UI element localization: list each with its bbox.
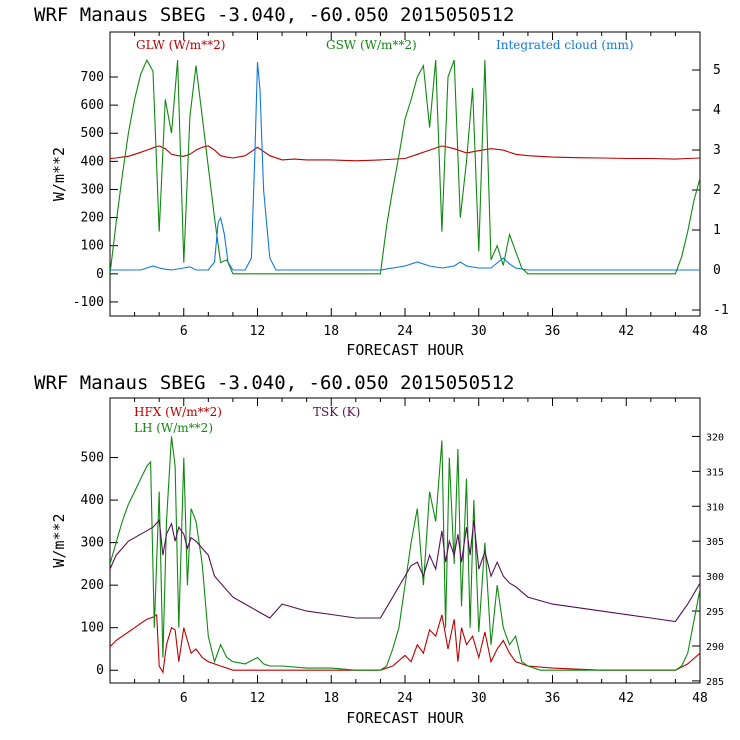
- y-tick-label: 600: [81, 98, 104, 113]
- x-tick-label: 42: [618, 691, 634, 706]
- series-line-lh: [110, 436, 700, 671]
- x-tick-label: 36: [545, 324, 561, 339]
- x-tick-label: 36: [545, 691, 561, 706]
- x-axis-label: FORECAST HOUR: [346, 341, 464, 359]
- y2-tick-label: 4: [713, 103, 721, 118]
- x-tick-label: 48: [692, 324, 708, 339]
- y2-tick-label: 290: [706, 642, 724, 653]
- y-tick-label: 200: [81, 211, 104, 226]
- y-tick-label: 100: [81, 621, 104, 636]
- y-tick-label: 400: [81, 154, 104, 169]
- y2-tick-label: 310: [706, 502, 724, 513]
- x-tick-label: 24: [397, 324, 413, 339]
- y-tick-label: 200: [81, 578, 104, 593]
- y-tick-label: 0: [96, 267, 104, 282]
- legend-entry-integrated: Integrated cloud (mm): [496, 38, 634, 52]
- y2-tick-label: 3: [713, 143, 721, 158]
- series-line-tsk: [110, 518, 700, 623]
- legend-entry-glw: GLW (W/m**2): [136, 38, 225, 52]
- y-tick-label: 400: [81, 493, 104, 508]
- y2-tick-label: 320: [706, 432, 724, 443]
- y-tick-label: 500: [81, 126, 104, 141]
- y2-tick-label: 300: [706, 572, 724, 583]
- x-tick-label: 18: [323, 691, 339, 706]
- y-tick-label: 300: [81, 536, 104, 551]
- series-line-integrated: [110, 61, 700, 271]
- y2-tick-label: 5: [713, 63, 721, 78]
- x-tick-label: 6: [180, 691, 188, 706]
- y2-tick-label: -1: [713, 303, 729, 318]
- y2-tick-label: 1: [713, 223, 721, 238]
- x-tick-label: 42: [618, 324, 634, 339]
- x-tick-label: 24: [397, 691, 413, 706]
- legend-entry-hfx: HFX (W/m**2): [134, 405, 222, 419]
- x-tick-label: 18: [323, 324, 339, 339]
- legend-entry-gsw: GSW (W/m**2): [326, 38, 417, 52]
- series-line-glw: [110, 145, 700, 162]
- y2-tick-label: 2: [713, 183, 721, 198]
- chart-panel-1: WRF Manaus SBEG -3.040, -60.050 20150505…: [34, 4, 729, 359]
- chart-panel-2: WRF Manaus SBEG -3.040, -60.050 20150505…: [34, 372, 724, 727]
- y-tick-label: 100: [81, 239, 104, 254]
- y2-tick-label: 0: [713, 263, 721, 278]
- x-tick-label: 48: [692, 691, 708, 706]
- chart-title: WRF Manaus SBEG -3.040, -60.050 20150505…: [34, 372, 514, 394]
- y-tick-label: 300: [81, 182, 104, 197]
- y-tick-label: -100: [73, 295, 104, 310]
- y2-tick-label: 285: [706, 677, 724, 688]
- y-tick-label: 500: [81, 451, 104, 466]
- chart-title: WRF Manaus SBEG -3.040, -60.050 20150505…: [34, 4, 514, 26]
- series-line-hfx: [110, 613, 700, 675]
- legend-entry-lh: LH (W/m**2): [134, 421, 213, 435]
- y2-tick-label: 295: [706, 607, 724, 618]
- series-line-gsw: [110, 58, 700, 275]
- y-axis-label: W/m**2: [50, 147, 68, 201]
- y2-tick-label: 315: [706, 467, 724, 478]
- x-axis-label: FORECAST HOUR: [346, 709, 464, 727]
- x-tick-label: 12: [250, 691, 266, 706]
- y2-tick-label: 305: [706, 537, 724, 548]
- y-axis-label: W/m**2: [50, 513, 68, 567]
- x-tick-label: 30: [471, 324, 487, 339]
- y-tick-label: 0: [96, 663, 104, 678]
- y-tick-label: 700: [81, 70, 104, 85]
- legend-entry-tsk: TSK (K): [313, 405, 360, 419]
- x-tick-label: 6: [180, 324, 188, 339]
- x-tick-label: 12: [250, 324, 266, 339]
- x-tick-label: 30: [471, 691, 487, 706]
